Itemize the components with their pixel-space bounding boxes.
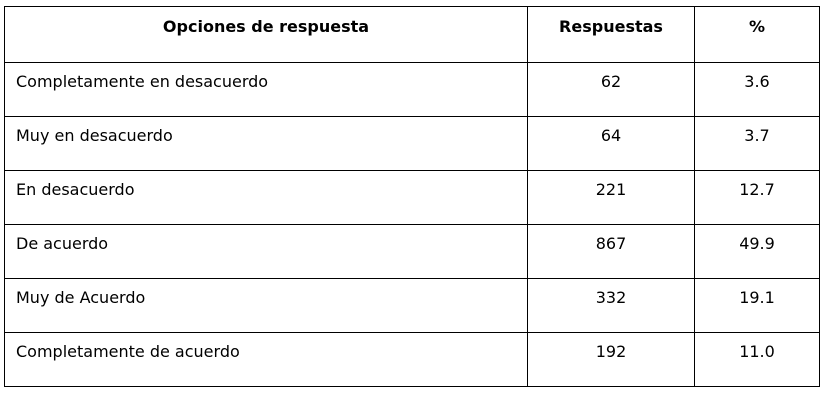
percent-cell: 19.1 bbox=[694, 278, 820, 333]
table-row: En desacuerdo 221 12.7 bbox=[4, 170, 820, 225]
responses-cell: 192 bbox=[527, 332, 695, 387]
responses-cell: 221 bbox=[527, 170, 695, 225]
table-row: Muy en desacuerdo 64 3.7 bbox=[4, 116, 820, 171]
table-row: Completamente en desacuerdo 62 3.6 bbox=[4, 62, 820, 117]
option-cell: Completamente de acuerdo bbox=[4, 332, 528, 387]
responses-cell: 62 bbox=[527, 62, 695, 117]
option-cell: De acuerdo bbox=[4, 224, 528, 279]
column-header-responses: Respuestas bbox=[527, 6, 695, 63]
option-cell: Completamente en desacuerdo bbox=[4, 62, 528, 117]
table-row: Muy de Acuerdo 332 19.1 bbox=[4, 278, 820, 333]
responses-cell: 867 bbox=[527, 224, 695, 279]
option-cell: Muy de Acuerdo bbox=[4, 278, 528, 333]
percent-cell: 12.7 bbox=[694, 170, 820, 225]
percent-cell: 3.7 bbox=[694, 116, 820, 171]
percent-cell: 11.0 bbox=[694, 332, 820, 387]
table-row: De acuerdo 867 49.9 bbox=[4, 224, 820, 279]
table-header: Opciones de respuesta Respuestas % bbox=[4, 6, 820, 63]
table-body: Completamente en desacuerdo 62 3.6 Muy e… bbox=[4, 62, 820, 387]
table-row: Completamente de acuerdo 192 11.0 bbox=[4, 332, 820, 387]
option-cell: Muy en desacuerdo bbox=[4, 116, 528, 171]
column-header-options: Opciones de respuesta bbox=[4, 6, 528, 63]
column-header-percent: % bbox=[694, 6, 820, 63]
responses-cell: 64 bbox=[527, 116, 695, 171]
percent-cell: 49.9 bbox=[694, 224, 820, 279]
survey-results-table: Opciones de respuesta Respuestas % Compl… bbox=[4, 6, 820, 387]
header-row: Opciones de respuesta Respuestas % bbox=[4, 6, 820, 63]
percent-cell: 3.6 bbox=[694, 62, 820, 117]
option-cell: En desacuerdo bbox=[4, 170, 528, 225]
responses-cell: 332 bbox=[527, 278, 695, 333]
